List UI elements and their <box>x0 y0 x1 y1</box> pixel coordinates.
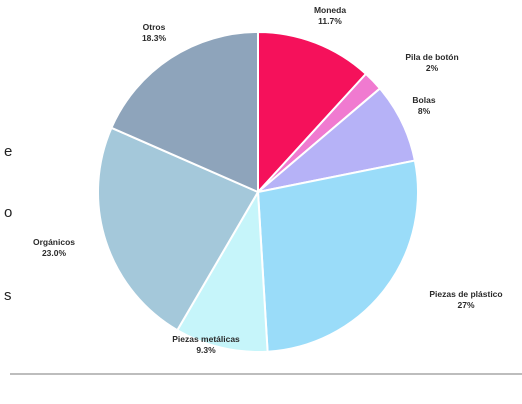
pie-slice-otros <box>110 30 259 194</box>
slice-label: Otros <box>143 22 166 32</box>
pie-slice-piezas-de-plástico <box>256 159 419 353</box>
pie-slice-piezas-metálicas <box>175 188 269 353</box>
slice-value-label: 2% <box>426 63 439 73</box>
pie-slice-orgánicos <box>97 126 260 332</box>
pie-slice-moneda <box>257 30 368 195</box>
slice-value-label: 9.3% <box>196 345 216 355</box>
slice-value-label: 18.3% <box>142 33 167 43</box>
slice-value-label: 8% <box>418 106 431 116</box>
slice-label: Bolas <box>412 95 435 105</box>
cropped-text-fragment: s <box>4 287 12 304</box>
cropped-text-fragment: e <box>4 143 13 160</box>
slice-label: Pila de botón <box>405 52 458 62</box>
slice-value-label: 23.0% <box>42 248 67 258</box>
slice-label: Piezas metálicas <box>172 334 240 344</box>
cropped-text-fragment: o <box>4 204 13 221</box>
slice-label: Piezas de plástico <box>429 289 502 299</box>
slice-label: Orgánicos <box>33 237 75 247</box>
slice-value-label: 11.7% <box>318 16 342 26</box>
slice-value-label: 27% <box>457 300 474 310</box>
bottom-divider <box>10 373 522 375</box>
slice-label: Moneda <box>314 5 346 15</box>
